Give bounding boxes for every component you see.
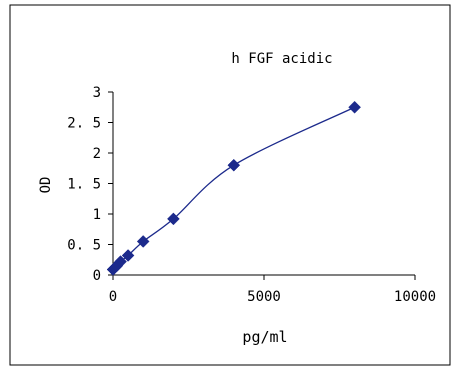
x-axis-label: pg/ml — [242, 328, 287, 346]
x-tick-label: 5000 — [247, 289, 281, 305]
data-point — [136, 235, 150, 248]
x-tick-label: 0 — [109, 289, 117, 305]
y-ticks: 0 0. 5 1 1. 5 2 2. 5 3 — [67, 85, 113, 284]
y-tick-label: 3 — [93, 85, 101, 101]
data-point — [114, 255, 127, 268]
chart-title: h FGF acidic — [231, 51, 332, 67]
y-axis-label: OD — [38, 177, 54, 194]
y-tick-label: 1 — [93, 207, 101, 223]
x-tick-label: 10000 — [394, 289, 436, 305]
y-tick-label: 0 — [93, 268, 101, 284]
y-tick-label: 0. 5 — [67, 238, 101, 254]
y-tick-label: 1. 5 — [67, 177, 101, 193]
x-ticks: 0 5000 10000 — [109, 275, 436, 305]
data-point — [121, 249, 135, 262]
data-points — [106, 100, 361, 276]
y-tick-label: 2. 5 — [67, 116, 101, 132]
data-point — [348, 100, 361, 114]
chart-area-border — [9, 4, 451, 366]
data-point — [167, 212, 180, 226]
data-point — [227, 158, 241, 172]
y-tick-label: 2 — [93, 146, 101, 162]
